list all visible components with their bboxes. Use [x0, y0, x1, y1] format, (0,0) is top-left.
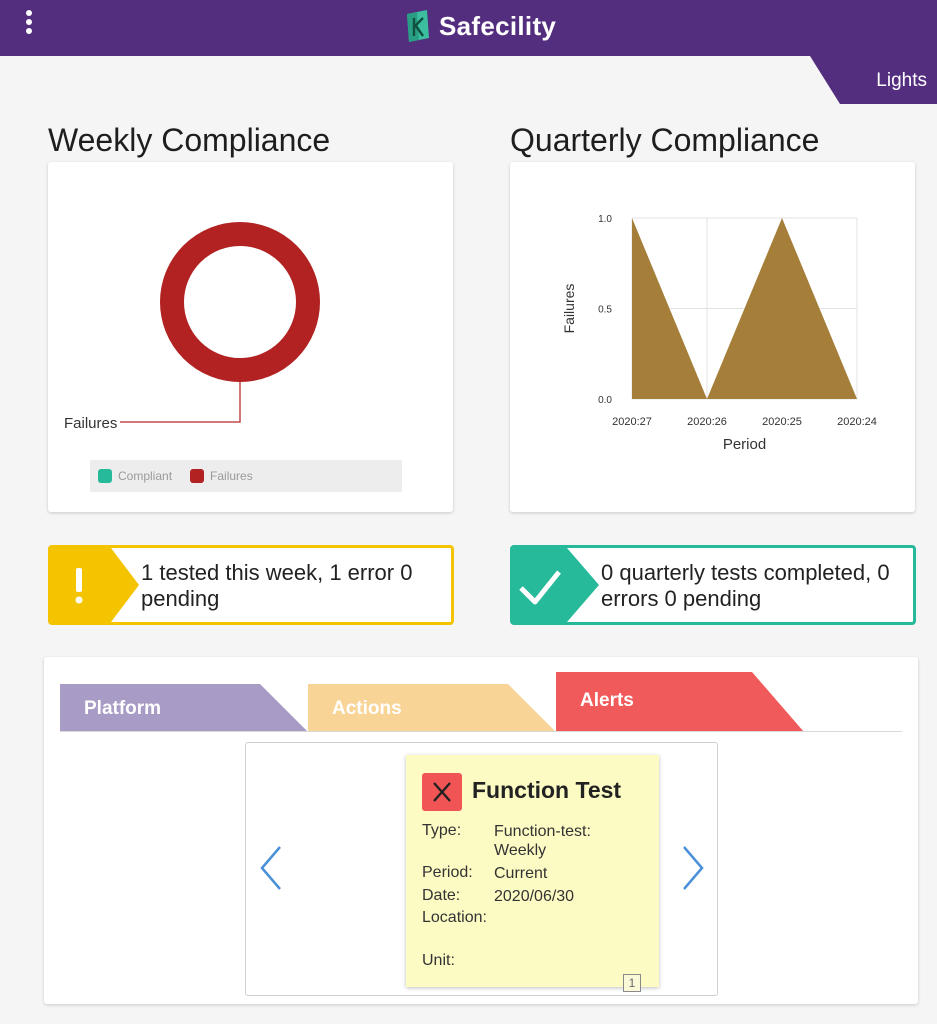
- check-badge: [513, 548, 599, 622]
- type-value: Function-test: Weekly: [494, 823, 591, 859]
- legend-label-failures: Failures: [210, 469, 253, 483]
- checkmark-icon: [519, 570, 561, 605]
- type-label: Type:: [422, 822, 462, 839]
- quarterly-status-message: 0 quarterly tests completed, 0 errors 0 …: [601, 560, 890, 611]
- quarterly-compliance-card: 0.0 0.5 1.0 2020:27 2020:26 2020:25 2020:24 Per…: [510, 162, 915, 512]
- tab-divider: [60, 731, 902, 732]
- top-app-bar: Safecility: [0, 0, 937, 56]
- weekly-status-message: 1 tested this week, 1 error 0 pending: [141, 560, 413, 611]
- quarterly-area-chart: 0.0 0.5 1.0 2020:27 2020:26 2020:25 2020:24 Per…: [561, 214, 877, 453]
- previous-arrow-icon[interactable]: [252, 843, 292, 893]
- y-axis-title: Failures: [561, 284, 577, 334]
- lights-nav-tab[interactable]: Lights: [810, 56, 937, 104]
- x-tick-label: 2020:26: [687, 416, 727, 428]
- brand-name: Safecility: [439, 10, 557, 41]
- more-menu-icon[interactable]: [22, 10, 36, 36]
- period-value: Current: [494, 865, 548, 882]
- lights-tab-shape: [810, 56, 937, 104]
- x-tick-label: 2020:24: [837, 416, 877, 428]
- failures-area[interactable]: [632, 218, 857, 399]
- weekly-compliance-card: Failures Compliant Failures: [48, 162, 453, 512]
- alert-title: Function Test: [472, 777, 622, 803]
- location-label: Location:: [422, 909, 487, 926]
- unit-label: Unit:: [422, 952, 455, 969]
- brand[interactable]: Safecility: [405, 6, 556, 46]
- y-tick-label: 1.0: [598, 214, 612, 225]
- tab-alerts[interactable]: Alerts: [556, 672, 804, 732]
- lights-tab-label: Lights: [876, 70, 927, 91]
- panel-tabs: Platform Actions Alerts: [60, 672, 902, 734]
- next-arrow-icon[interactable]: [672, 843, 712, 893]
- weekly-legend: Compliant Failures: [90, 460, 402, 492]
- tab-platform[interactable]: Platform: [60, 684, 308, 732]
- legend-label-compliant: Compliant: [118, 469, 173, 483]
- alert-carousel: Function Test Type: Function-test: Weekl…: [245, 742, 718, 996]
- legend-item-failures[interactable]: Failures: [190, 469, 253, 483]
- y-tick-label: 0.5: [598, 305, 612, 316]
- donut-callout-line: [120, 382, 241, 423]
- donut-slice-failures[interactable]: [160, 222, 320, 382]
- quarterly-compliance-title: Quarterly Compliance: [510, 122, 820, 158]
- legend-item-compliant[interactable]: Compliant: [98, 469, 172, 483]
- period-label: Period:: [422, 864, 473, 881]
- x-tick-label: 2020:25: [762, 416, 802, 428]
- date-label: Date:: [422, 887, 461, 904]
- tab-actions[interactable]: Actions: [308, 684, 556, 732]
- weekly-status-banner: 1 tested this week, 1 error 0 pending: [48, 545, 454, 625]
- warning-badge: [51, 548, 139, 622]
- legend-swatch-failures: [190, 469, 205, 483]
- date-value: 2020/06/30: [494, 888, 575, 905]
- alert-card[interactable]: Function Test Type: Function-test: Weekl…: [406, 755, 659, 992]
- safecility-logo-icon: [407, 10, 429, 42]
- legend-swatch-compliant: [98, 469, 112, 483]
- donut-callout-label: Failures: [64, 415, 117, 432]
- quarterly-status-banner: 0 quarterly tests completed, 0 errors 0 …: [510, 545, 916, 625]
- tab-platform-label: Platform: [84, 698, 162, 719]
- exclamation-icon: [76, 568, 82, 592]
- y-tick-label: 0.0: [598, 395, 612, 406]
- tab-alerts-label: Alerts: [580, 690, 634, 711]
- weekly-compliance-title: Weekly Compliance: [48, 122, 331, 158]
- error-x-icon: [422, 773, 462, 811]
- weekly-donut-chart: Failures: [64, 222, 320, 432]
- tab-actions-label: Actions: [332, 698, 402, 719]
- x-tick-label: 2020:27: [612, 416, 652, 428]
- page-number-badge: 1: [623, 974, 641, 992]
- x-axis-title: Period: [723, 436, 766, 453]
